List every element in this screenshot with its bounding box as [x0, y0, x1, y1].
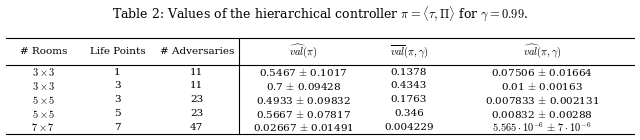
- Text: 0.004229: 0.004229: [384, 123, 434, 132]
- Text: 23: 23: [190, 95, 204, 104]
- Text: 0.00832 $\pm$ 0.00288: 0.00832 $\pm$ 0.00288: [491, 108, 593, 120]
- Text: # Adversaries: # Adversaries: [159, 47, 234, 56]
- Text: 0.4933 $\pm$ 0.09832: 0.4933 $\pm$ 0.09832: [256, 94, 351, 106]
- Text: 0.1763: 0.1763: [391, 95, 428, 104]
- Text: 0.07506 $\pm$ 0.01664: 0.07506 $\pm$ 0.01664: [491, 66, 593, 78]
- Text: $\widehat{val}(\pi)$: $\widehat{val}(\pi)$: [289, 43, 317, 60]
- Text: 5: 5: [114, 109, 121, 118]
- Text: Life Points: Life Points: [90, 47, 145, 56]
- Text: $3 \times 3$: $3 \times 3$: [31, 80, 55, 92]
- Text: 0.5667 $\pm$ 0.07817: 0.5667 $\pm$ 0.07817: [256, 108, 351, 120]
- Text: 0.01 $\pm$ 0.00163: 0.01 $\pm$ 0.00163: [501, 80, 583, 92]
- Text: 1: 1: [114, 67, 121, 77]
- Text: $5 \times 5$: $5 \times 5$: [31, 94, 55, 106]
- Text: 0.346: 0.346: [394, 109, 424, 118]
- Text: 0.7 $\pm$ 0.09428: 0.7 $\pm$ 0.09428: [266, 80, 341, 92]
- Text: $\widehat{val}(\pi, \gamma)$: $\widehat{val}(\pi, \gamma)$: [523, 43, 561, 60]
- Text: 11: 11: [190, 81, 204, 90]
- Text: 3: 3: [114, 81, 121, 90]
- Text: 0.4343: 0.4343: [391, 81, 428, 90]
- Text: Table 2: Values of the hierarchical controller $\pi = \langle\tau, \Pi\rangle$ f: Table 2: Values of the hierarchical cont…: [112, 4, 528, 23]
- Text: 3: 3: [114, 95, 121, 104]
- Text: $5 \times 5$: $5 \times 5$: [31, 108, 55, 120]
- Text: 7: 7: [114, 123, 121, 132]
- Text: $5.565 \cdot 10^{-6}$ $\pm$ $7 \cdot 10^{-6}$: $5.565 \cdot 10^{-6}$ $\pm$ $7 \cdot 10^…: [492, 121, 592, 134]
- Text: 23: 23: [190, 109, 204, 118]
- Text: 0.007833 $\pm$ 0.002131: 0.007833 $\pm$ 0.002131: [485, 94, 599, 106]
- Text: # Rooms: # Rooms: [20, 47, 67, 56]
- Text: $7 \times 7$: $7 \times 7$: [31, 122, 56, 133]
- Text: 0.02667 $\pm$ 0.01491: 0.02667 $\pm$ 0.01491: [253, 122, 354, 133]
- Text: $3 \times 3$: $3 \times 3$: [31, 66, 55, 78]
- Text: 47: 47: [190, 123, 204, 132]
- Text: 0.1378: 0.1378: [391, 67, 428, 77]
- Text: 0.5467 $\pm$ 0.1017: 0.5467 $\pm$ 0.1017: [259, 66, 348, 78]
- Text: 11: 11: [190, 67, 204, 77]
- Text: $\overline{val}(\pi, \gamma)$: $\overline{val}(\pi, \gamma)$: [390, 43, 428, 60]
